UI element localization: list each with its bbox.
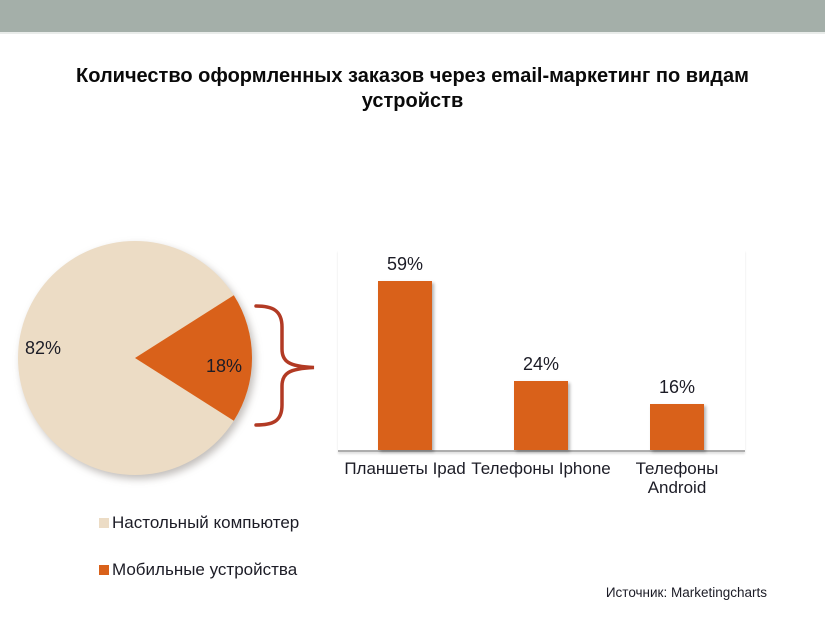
bar-value-label: 16% — [658, 377, 696, 397]
category-label-android: Телефоны Android — [635, 459, 719, 497]
pie-chart: 82% 18% — [18, 241, 315, 475]
legend-label-mobile: Мобильные устройства — [112, 560, 298, 579]
legend-swatch-mobile — [99, 565, 109, 575]
bar-android: 16% — [650, 377, 704, 450]
bar-value-label: 24% — [522, 354, 560, 374]
legend-item-mobile: Мобильные устройства — [99, 560, 297, 580]
legend-swatch-desktop — [99, 518, 109, 528]
pie-slice-mobile — [135, 295, 253, 421]
bar-chart: 59% 24% 16% Планшеты Ipad Телефоны Iphon… — [338, 250, 745, 500]
pie-label-desktop: 82% — [25, 338, 61, 358]
bar-iphone: 24% — [514, 354, 568, 450]
header-bar — [0, 0, 825, 34]
chart-title: Количество оформленных заказов через ema… — [76, 65, 749, 112]
pie-label-mobile: 18% — [206, 356, 242, 376]
legend-item-desktop: Настольный компьютер — [99, 513, 299, 533]
bar-plot-area: 59% 24% 16% — [338, 250, 745, 452]
bar-value-label: 59% — [386, 254, 424, 274]
bar-ipad: 59% — [378, 254, 432, 450]
category-label-iphone: Телефоны Iphone — [471, 459, 611, 478]
category-label-ipad: Планшеты Ipad — [344, 459, 466, 478]
curly-brace-icon — [254, 304, 315, 427]
source-note: Источник: Marketingcharts — [605, 585, 767, 600]
legend-label-desktop: Настольный компьютер — [112, 513, 300, 532]
